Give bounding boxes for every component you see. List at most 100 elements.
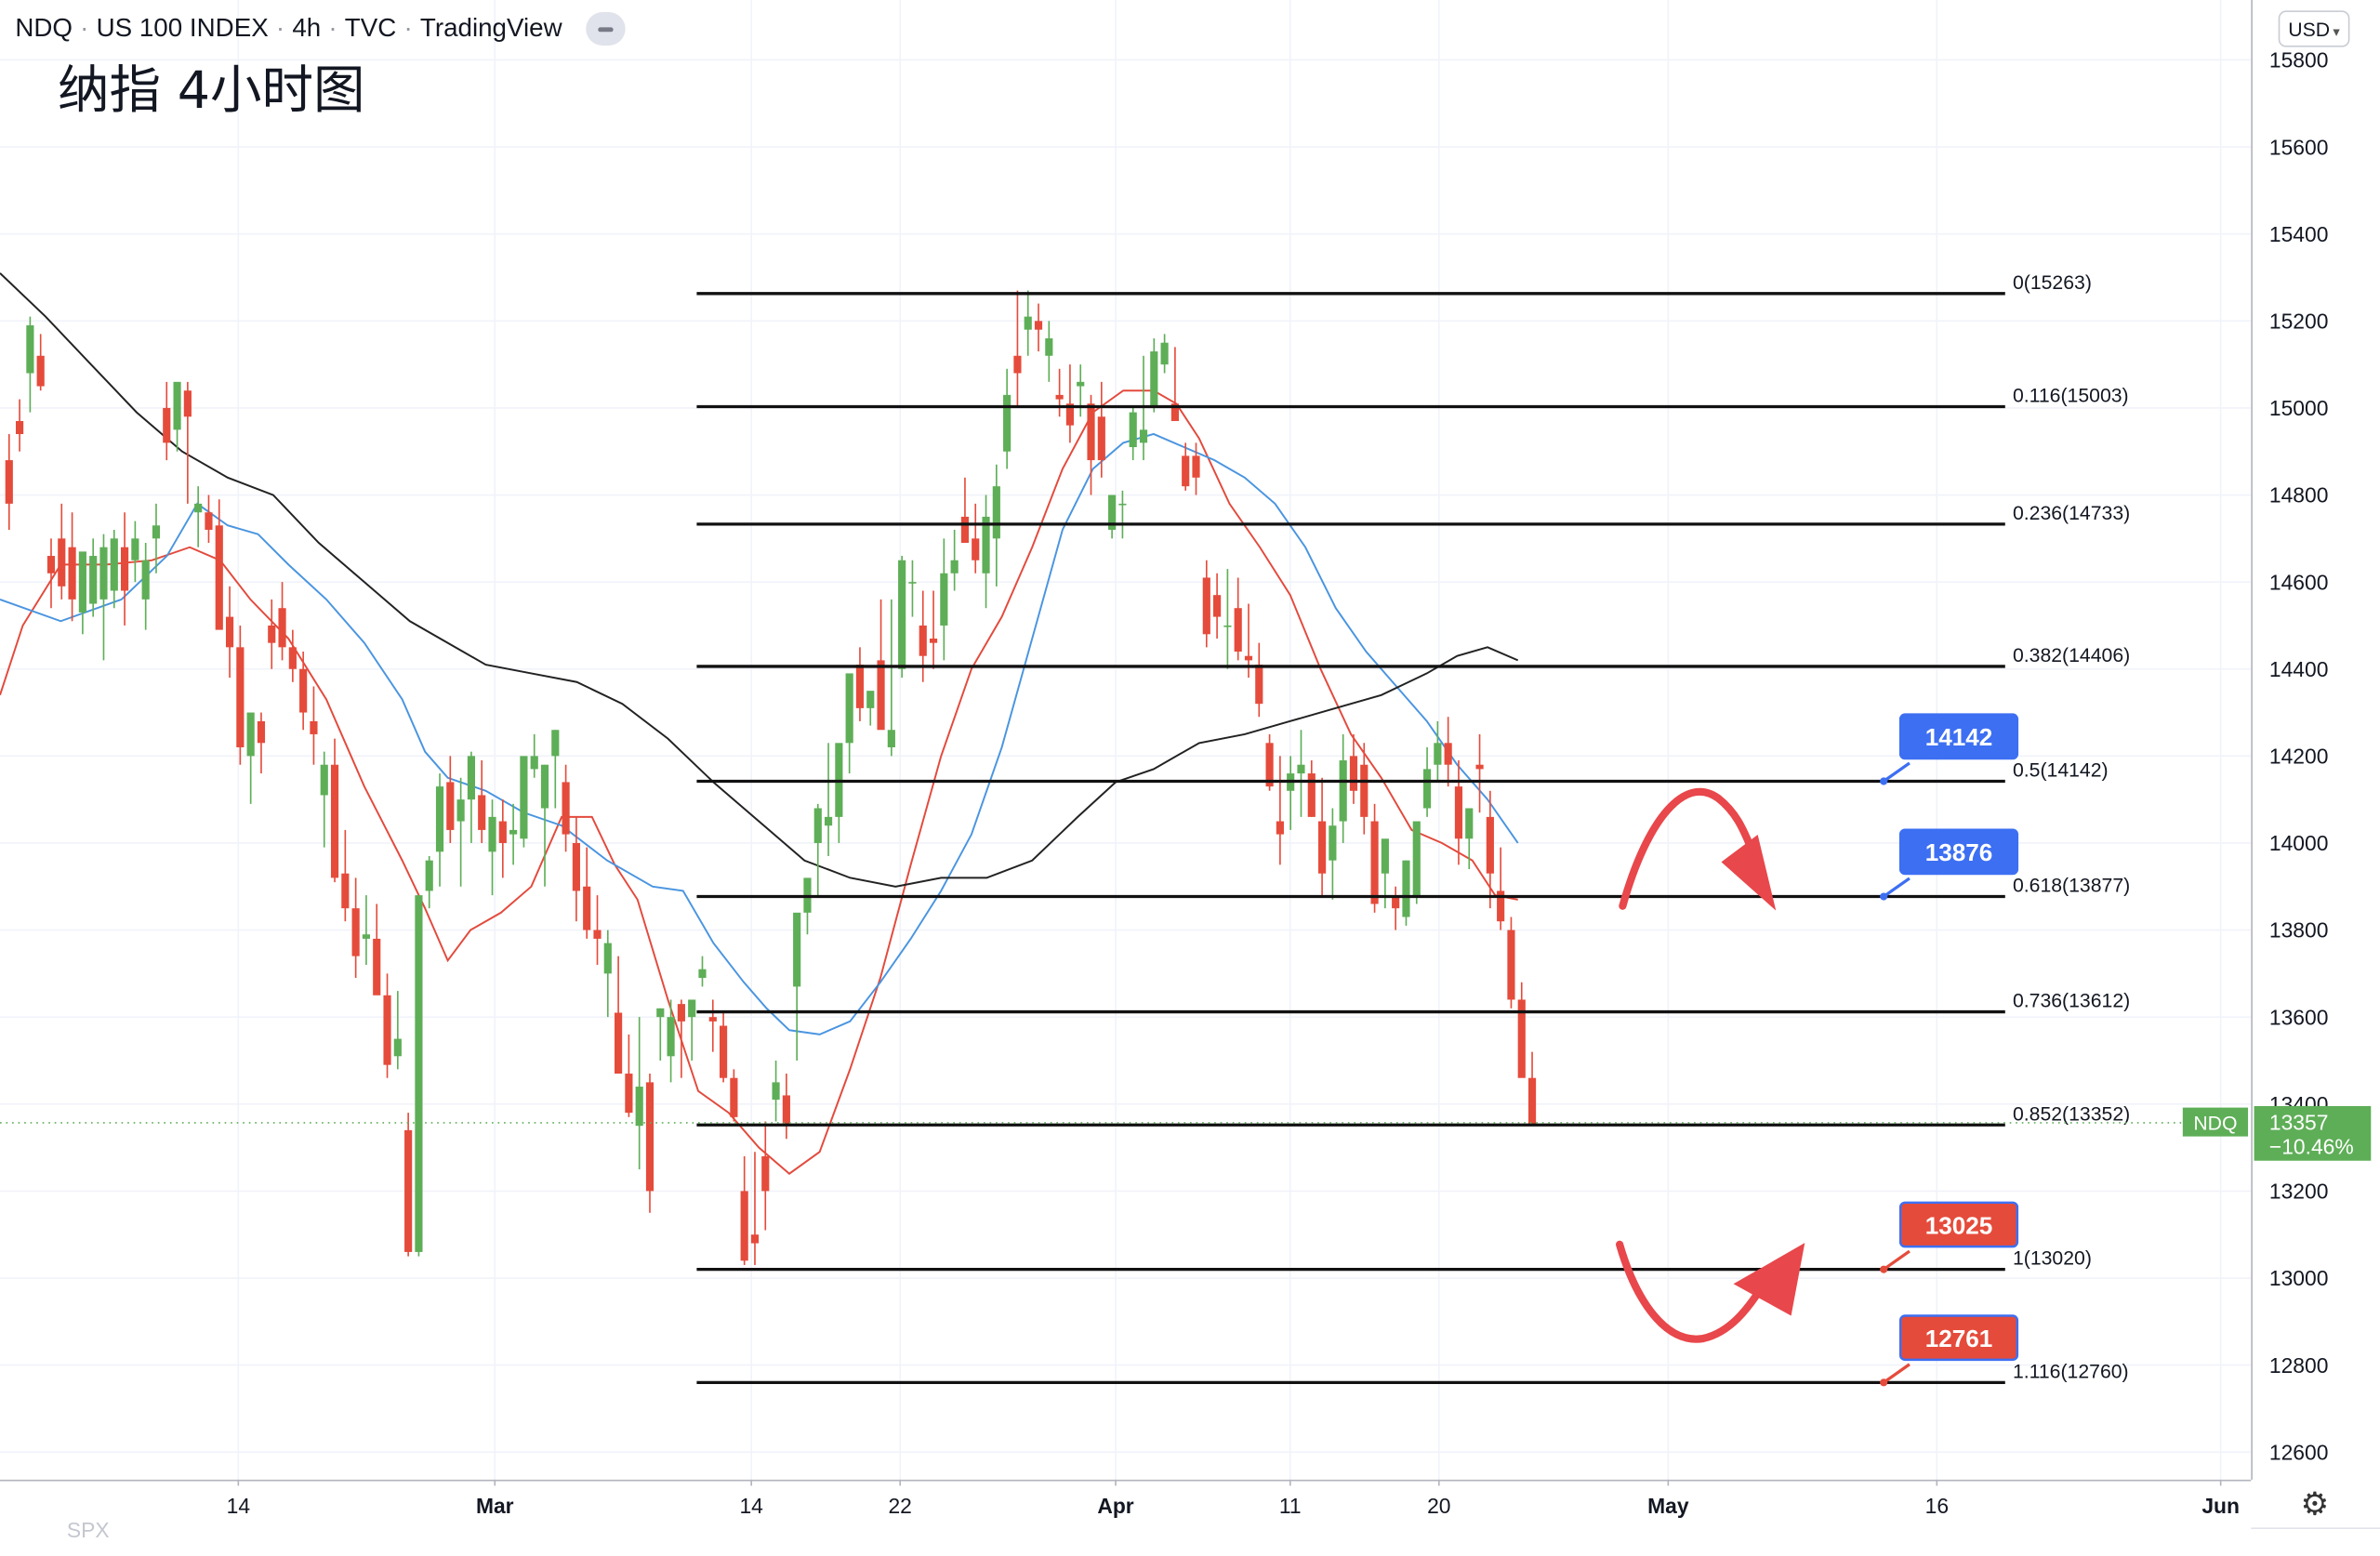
candle-body (268, 625, 276, 643)
candle-body (46, 556, 56, 574)
x-tick-label: 14 (227, 1494, 251, 1518)
candle-body (288, 647, 297, 669)
y-tick-label: 12600 (2269, 1440, 2329, 1464)
candle (1108, 494, 1117, 539)
callout-box (1898, 1314, 2019, 1362)
candle-body (1276, 821, 1284, 835)
callout-box (1898, 828, 2019, 876)
candle-body (173, 381, 181, 430)
callout-pointer (1883, 1363, 1911, 1384)
arrow-up-stroke (1616, 1240, 1768, 1343)
candle-body (1024, 316, 1032, 330)
candle-body (488, 816, 496, 852)
candle (813, 803, 822, 896)
candle-body (1192, 455, 1200, 478)
watermark: SPX (66, 1517, 110, 1542)
minus-icon (598, 26, 615, 32)
gear-icon[interactable]: ⚙ (2300, 1487, 2330, 1523)
candle (78, 551, 86, 635)
candle-body (89, 556, 98, 604)
y-tick-label: 15800 (2269, 48, 2329, 73)
candle (1213, 573, 1222, 639)
candle (467, 751, 476, 843)
candle (173, 381, 181, 452)
candle-body (824, 816, 833, 826)
candle-body (183, 390, 192, 417)
candle (667, 999, 675, 1083)
candle (1339, 733, 1347, 843)
candle (1381, 838, 1389, 909)
candle (761, 1121, 770, 1231)
candle (351, 877, 360, 979)
candle (950, 529, 959, 591)
candle-body (110, 538, 118, 591)
candle-body (908, 582, 917, 584)
x-tick-label: Apr (1097, 1494, 1133, 1518)
candle (89, 538, 98, 617)
y-tick-label: 14200 (2269, 745, 2329, 769)
candle-body (1307, 773, 1316, 817)
candle-body (1202, 577, 1210, 635)
candle-body (1517, 999, 1526, 1078)
y-tick-label: 13000 (2269, 1266, 2329, 1290)
callout-pointer (1883, 1249, 1911, 1271)
candle (120, 512, 129, 626)
candle-body (225, 616, 234, 648)
candle-body (435, 786, 444, 852)
price-callout: 13025 (1880, 1201, 2019, 1273)
candle (257, 712, 266, 774)
candle-body (972, 538, 980, 560)
candle-body (26, 324, 34, 374)
interval-label[interactable]: 4h (292, 13, 322, 43)
candle-body (750, 1234, 760, 1244)
symbol-label[interactable]: NDQ (15, 13, 73, 43)
candle-body (246, 712, 255, 757)
candle (866, 691, 875, 726)
candle (478, 760, 486, 843)
callout-pointer (1883, 877, 1911, 898)
candle (615, 956, 623, 1075)
x-tick-label: Mar (476, 1494, 514, 1518)
candle (1170, 347, 1179, 421)
candle (855, 647, 865, 721)
candle (1097, 381, 1105, 478)
candle-body (719, 1025, 728, 1078)
candle (1317, 777, 1327, 896)
candle (1077, 364, 1085, 417)
candle (404, 1113, 413, 1257)
candle-body (1150, 351, 1158, 408)
candle-body (677, 1004, 685, 1022)
arrow-down-head (1721, 834, 1777, 911)
candle (835, 743, 843, 843)
price-callout: 14142 (1880, 713, 2019, 785)
candle-body (131, 538, 139, 560)
currency-selector[interactable]: USD ▾ (2278, 10, 2350, 47)
candle-body (1170, 403, 1179, 421)
y-tick-label: 14600 (2269, 570, 2329, 594)
collapse-legend-button[interactable] (586, 12, 627, 46)
candle (1003, 368, 1012, 469)
candle (1055, 368, 1064, 417)
candle-body (1045, 338, 1053, 356)
x-tick-label: Jun (2202, 1494, 2240, 1518)
candle (1475, 733, 1484, 813)
candle-body (866, 691, 875, 708)
candle-body (1349, 756, 1358, 791)
candle (1486, 790, 1494, 909)
candle (572, 816, 580, 922)
candle (1307, 760, 1316, 817)
candle (772, 1060, 780, 1122)
candle-body (635, 1087, 643, 1127)
candle-body (351, 908, 360, 956)
candle-body (99, 547, 108, 600)
candle-body (940, 573, 948, 626)
candle (141, 543, 150, 630)
callout-anchor (1880, 1378, 1888, 1387)
fib-level-label: 0.618(13877) (2013, 876, 2130, 897)
candle-body (845, 673, 853, 744)
candle-body (1077, 381, 1085, 387)
candle-body (1434, 743, 1442, 765)
candle-body (1013, 355, 1022, 374)
candle (16, 399, 24, 452)
